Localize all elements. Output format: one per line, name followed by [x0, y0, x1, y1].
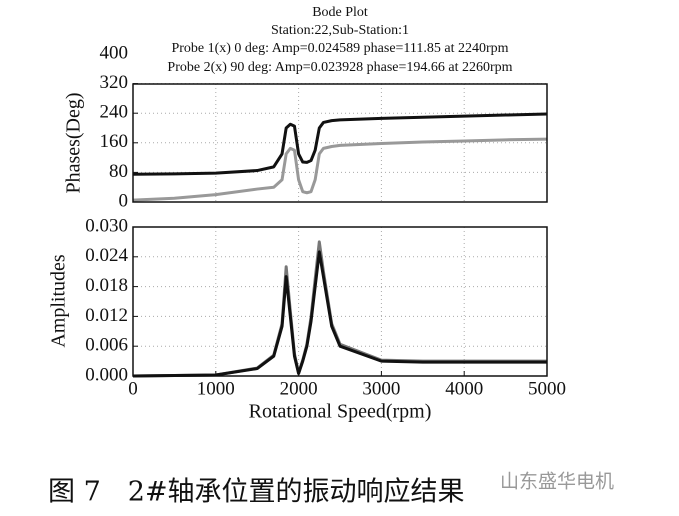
y-tick-label: 0.000: [85, 364, 128, 385]
series-line: [132, 240, 547, 378]
x-tick-label: 0: [128, 378, 138, 399]
watermark: 山东盛华电机: [500, 471, 614, 493]
series-line: [132, 112, 548, 176]
plot-frame: [132, 226, 548, 377]
x-tick-label: 3000: [362, 378, 400, 399]
subtitle: Station:22,Sub-Station:1: [271, 23, 409, 38]
subtitle: Probe 2(x) 90 deg: Amp=0.023928 phase=19…: [167, 60, 512, 75]
y-tick-label: 0: [119, 190, 129, 211]
y-tick-label: 0.030: [85, 215, 128, 236]
x-axis-label: Rotational Speed(rpm): [249, 401, 432, 423]
y-tick-label: 0.024: [85, 245, 128, 266]
subtitle: Probe 1(x) 0 deg: Amp=0.024589 phase=111…: [171, 41, 508, 56]
chart-title: Bode Plot: [312, 5, 368, 20]
y-tick-label: 240: [100, 102, 129, 123]
x-tick-label: 2000: [280, 378, 318, 399]
y-axis-label: Phases(Deg): [63, 92, 85, 193]
x-tick-label: 1000: [197, 378, 235, 399]
y-tick-label: 400: [100, 42, 129, 63]
y-tick-label: 0.006: [85, 335, 128, 356]
y-tick-label: 0.012: [85, 305, 128, 326]
x-tick-label: 5000: [528, 378, 566, 399]
caption: 图 7 2#轴承位置的振动响应结果: [48, 477, 465, 508]
series-line: [132, 250, 547, 378]
y-tick-label: 80: [109, 161, 128, 182]
series-line: [132, 137, 548, 202]
x-tick-label: 4000: [445, 378, 483, 399]
y-axis-label: Amplitudes: [48, 254, 70, 348]
y-tick-label: 320: [100, 72, 129, 93]
plot-frame: [132, 83, 548, 203]
y-tick-label: 160: [100, 131, 129, 152]
y-tick-label: 0.018: [85, 275, 128, 296]
